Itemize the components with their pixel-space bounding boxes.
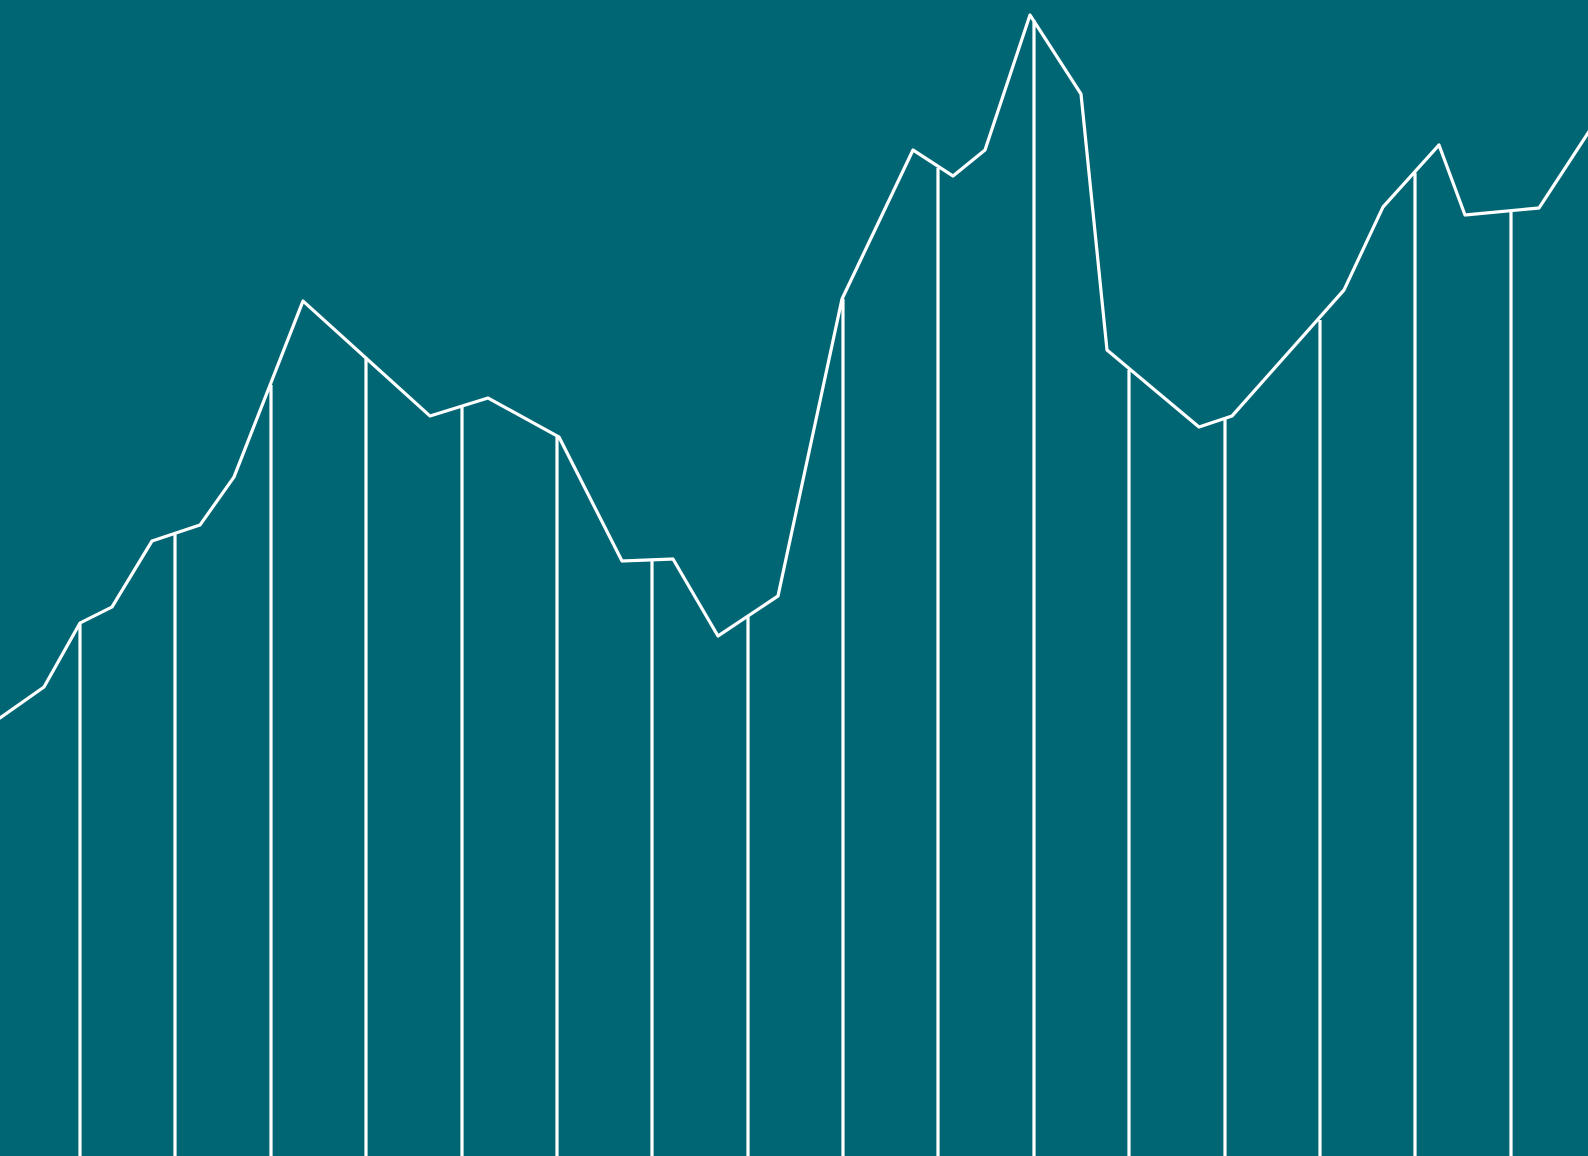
trend-line [0, 13, 1588, 720]
vertical-drop-lines [78, 20, 1513, 1156]
